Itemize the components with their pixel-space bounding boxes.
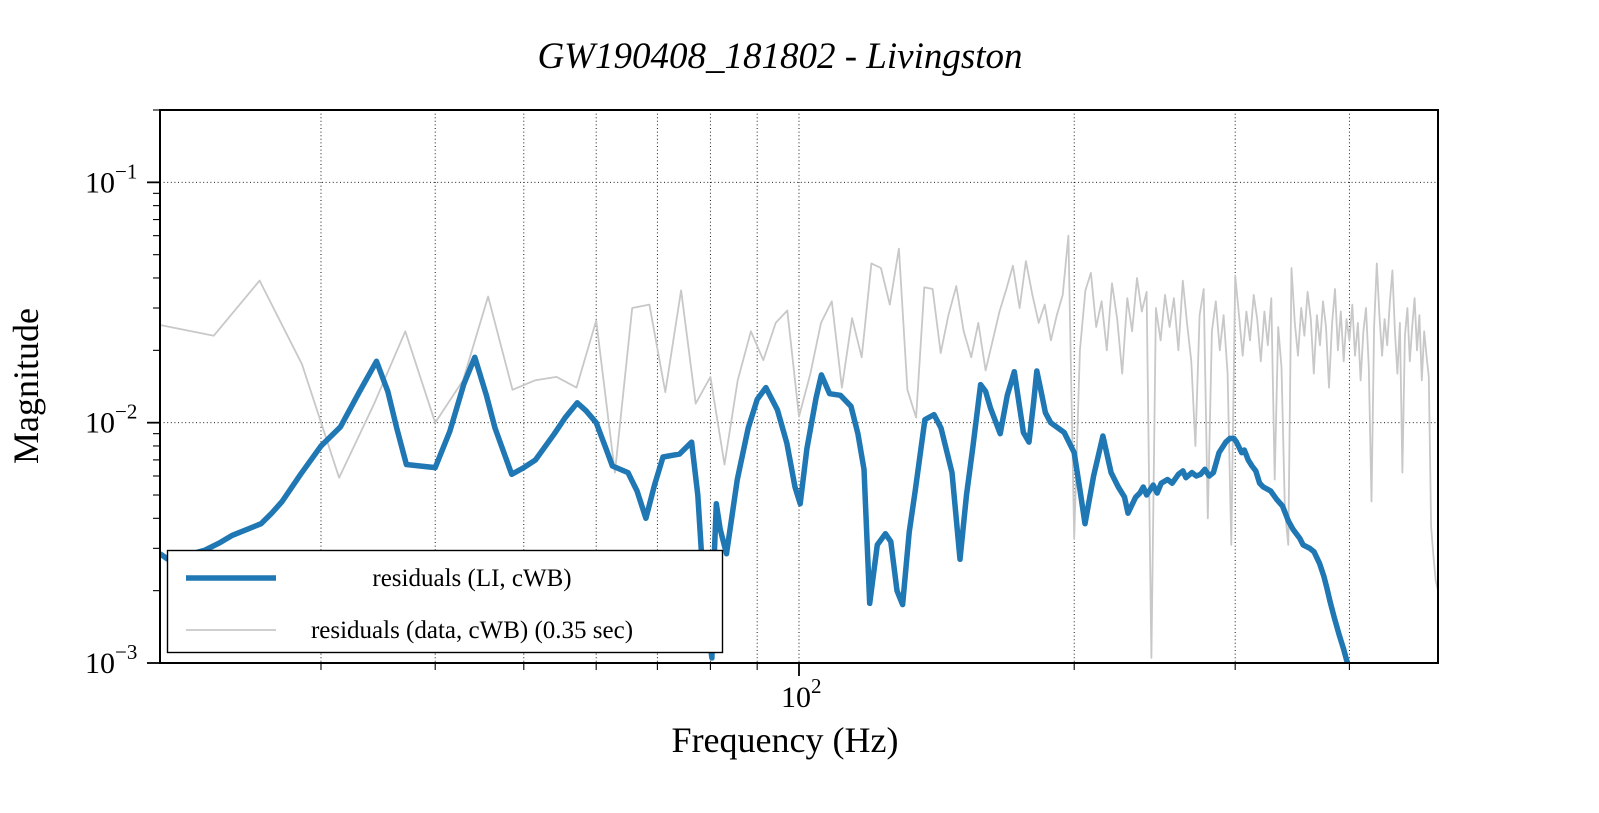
axes-layer	[147, 109, 1439, 676]
legend-label-data: residuals (data, cWB) (0.35 sec)	[311, 617, 633, 644]
legend-box	[166, 549, 724, 654]
y-tick-label-0.01: 10−2	[85, 400, 137, 440]
tick-label-layer: 102 10−1 10−2 10−3	[85, 159, 822, 714]
y-axis-label: Magnitude	[6, 308, 46, 464]
legend: residuals (LI, cWB) residuals (data, cWB…	[166, 549, 724, 654]
y-tick-label-0.001: 10−3	[85, 640, 137, 680]
y-tick-label-0.1: 10−1	[85, 159, 137, 199]
chart-title: GW190408_181802 - Livingston	[537, 36, 1022, 77]
series-line-residuals-data-cwb	[160, 234, 1438, 659]
x-tick-label-100: 102	[781, 674, 822, 714]
series-line-residuals-li-cwb	[160, 354, 1351, 663]
x-axis-label: Frequency (Hz)	[672, 720, 899, 760]
series-layer	[160, 234, 1438, 663]
legend-label-li: residuals (LI, cWB)	[372, 565, 571, 592]
